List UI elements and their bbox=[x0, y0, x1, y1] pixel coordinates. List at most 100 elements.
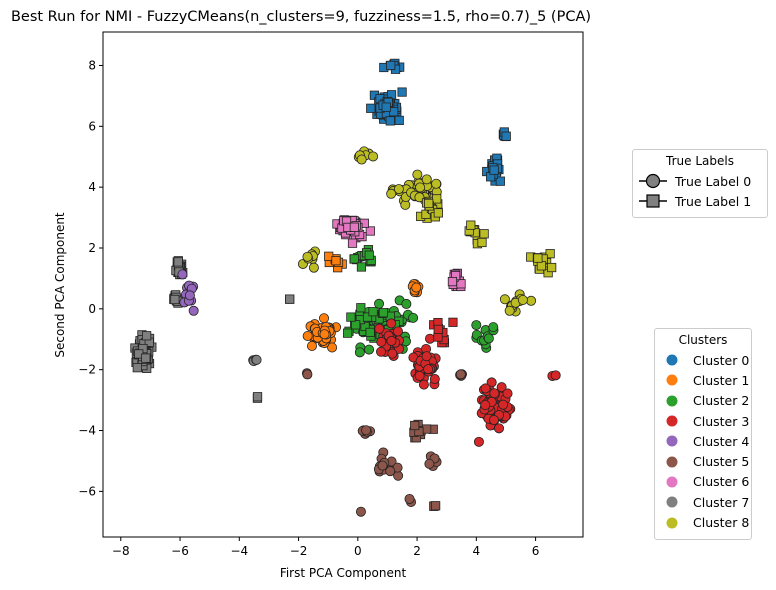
data-point bbox=[423, 364, 434, 375]
data-point bbox=[306, 341, 317, 352]
data-point bbox=[421, 174, 432, 185]
legend-entry: Cluster 6 bbox=[661, 472, 751, 492]
data-point bbox=[410, 420, 420, 431]
data-point bbox=[374, 323, 385, 334]
x-tick-label: 6 bbox=[532, 544, 540, 558]
data-point bbox=[356, 303, 366, 313]
x-tick-label: 2 bbox=[413, 544, 421, 558]
legend-label: Cluster 1 bbox=[693, 372, 750, 388]
data-point bbox=[385, 466, 396, 477]
y-tick-label: −2 bbox=[78, 363, 96, 377]
color-swatch-icon bbox=[666, 517, 678, 529]
data-point bbox=[536, 261, 547, 271]
x-tick-label: −2 bbox=[290, 544, 308, 558]
chart-title: Best Run for NMI - FuzzyCMeans(n_cluster… bbox=[11, 9, 591, 25]
data-point bbox=[547, 262, 557, 273]
data-point bbox=[433, 324, 443, 334]
data-point bbox=[302, 331, 313, 342]
data-point bbox=[447, 276, 458, 287]
data-point bbox=[376, 346, 387, 357]
data-point bbox=[424, 458, 435, 469]
data-point bbox=[386, 318, 397, 329]
data-point bbox=[386, 60, 396, 71]
data-point bbox=[448, 317, 458, 327]
true-labels-legend: True Labels True Label 0 True Label 1 bbox=[632, 149, 768, 218]
data-point bbox=[385, 116, 395, 126]
y-tick-label: −6 bbox=[78, 484, 96, 498]
data-point bbox=[414, 370, 425, 381]
y-tick-label: 2 bbox=[88, 241, 96, 255]
x-tick-label: 0 bbox=[354, 544, 362, 558]
data-point bbox=[378, 308, 389, 318]
data-point bbox=[308, 262, 319, 273]
data-point bbox=[362, 312, 373, 322]
data-point bbox=[376, 336, 387, 347]
y-axis-title: Second PCA Component bbox=[53, 212, 67, 358]
color-swatch-icon bbox=[666, 395, 678, 407]
data-point bbox=[424, 333, 435, 344]
data-point bbox=[302, 251, 313, 262]
data-point bbox=[433, 208, 443, 218]
data-point bbox=[142, 331, 152, 341]
data-point bbox=[489, 165, 499, 175]
data-point bbox=[377, 460, 388, 471]
data-point bbox=[141, 353, 151, 363]
data-point bbox=[422, 424, 432, 434]
data-point bbox=[480, 400, 491, 411]
data-point bbox=[374, 298, 385, 309]
legend-entry: Cluster 0 bbox=[661, 350, 751, 370]
data-point bbox=[368, 151, 379, 162]
x-tick-label: −8 bbox=[112, 544, 130, 558]
data-point bbox=[327, 342, 338, 353]
data-point bbox=[251, 354, 262, 365]
data-point bbox=[393, 184, 404, 195]
data-point bbox=[349, 222, 359, 232]
data-point bbox=[501, 131, 511, 141]
data-point bbox=[404, 493, 415, 504]
data-point bbox=[421, 351, 432, 362]
legend-label: True Label 1 bbox=[675, 193, 752, 209]
legend-entry: Cluster 1 bbox=[661, 370, 751, 390]
plot-area-frame bbox=[102, 31, 584, 538]
data-point bbox=[477, 237, 487, 248]
data-point bbox=[386, 335, 397, 346]
data-point bbox=[479, 229, 489, 239]
data-point bbox=[394, 115, 404, 125]
y-tick-label: 0 bbox=[88, 302, 96, 316]
data-point bbox=[252, 392, 263, 402]
data-point bbox=[483, 333, 494, 344]
clusters-legend: Clusters Cluster 0 Cluster 1 Cluster 2 Clus… bbox=[654, 328, 752, 540]
data-point bbox=[346, 312, 356, 322]
square-marker-icon bbox=[639, 194, 667, 209]
data-point bbox=[415, 182, 426, 193]
x-tick-label: 4 bbox=[473, 544, 481, 558]
color-swatch-icon bbox=[666, 374, 678, 386]
data-point bbox=[347, 238, 358, 248]
data-point bbox=[480, 383, 491, 394]
y-axis: −6 −4 −2 0 2 4 6 8 bbox=[78, 58, 103, 498]
x-axis: −8 −6 −4 −2 0 2 4 6 bbox=[112, 537, 539, 558]
data-point bbox=[431, 178, 442, 189]
data-point bbox=[397, 87, 407, 97]
data-point bbox=[365, 226, 375, 236]
data-point bbox=[364, 250, 374, 260]
data-point bbox=[356, 154, 367, 165]
data-point bbox=[319, 313, 330, 324]
legend-entry: Cluster 2 bbox=[661, 391, 751, 411]
legend-label: Cluster 7 bbox=[693, 494, 750, 510]
data-point bbox=[545, 249, 555, 259]
data-point bbox=[433, 332, 443, 342]
data-point bbox=[170, 294, 180, 305]
color-swatch-icon bbox=[666, 496, 678, 508]
data-point bbox=[387, 348, 398, 359]
data-point bbox=[429, 374, 440, 385]
legend-label: Cluster 5 bbox=[693, 454, 750, 470]
data-point bbox=[354, 347, 365, 358]
data-point bbox=[401, 298, 412, 309]
data-point bbox=[504, 305, 515, 316]
data-point bbox=[466, 220, 476, 230]
x-tick-label: −6 bbox=[171, 544, 189, 558]
data-point bbox=[411, 282, 422, 293]
legend-entry: Cluster 7 bbox=[661, 492, 751, 512]
color-swatch-icon bbox=[666, 354, 678, 366]
